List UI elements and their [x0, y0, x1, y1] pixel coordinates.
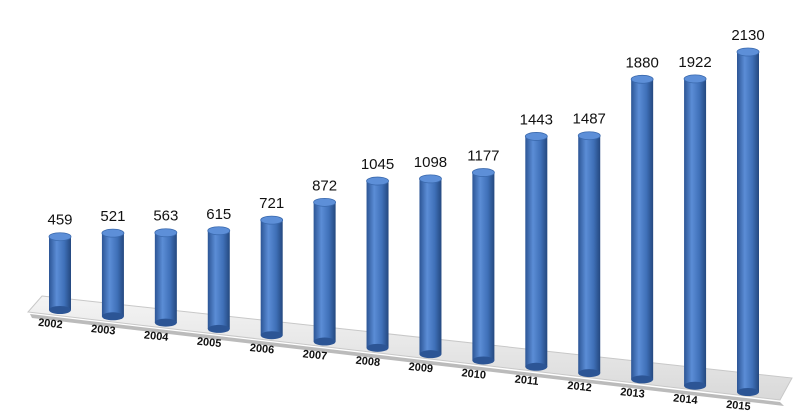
bar-cap [524, 132, 548, 141]
bar [578, 135, 601, 374]
x-tick-label: 2004 [143, 329, 169, 344]
bar [366, 181, 389, 348]
x-tick-label: 2013 [620, 386, 646, 400]
x-tick-label: 2008 [355, 355, 381, 369]
value-label: 459 [47, 212, 72, 229]
bar-cap [313, 197, 337, 207]
x-tick-label: 2014 [673, 392, 699, 407]
bar [684, 78, 707, 386]
value-label: 615 [206, 206, 231, 223]
x-tick-label: 2009 [408, 361, 434, 375]
floor-shadow [30, 314, 784, 406]
bar-base [154, 318, 177, 327]
bar [207, 230, 230, 329]
bar [101, 233, 124, 317]
bar-cap [366, 176, 389, 186]
bar-base [313, 337, 336, 346]
value-label: 1177 [467, 148, 499, 165]
bar-base [101, 312, 124, 321]
bar [260, 220, 283, 336]
value-label: 1443 [520, 111, 553, 128]
value-label: 2130 [731, 27, 764, 44]
bar-cap [101, 228, 125, 238]
bar-base [525, 362, 548, 371]
bars: 459 2002 521 2003 563 2004 615 2005 721 2006 872 20… [38, 27, 765, 413]
bar-cap [260, 215, 284, 225]
bar [49, 236, 71, 310]
bar-cap [577, 131, 601, 141]
bar [631, 79, 654, 380]
bar-cap [630, 74, 654, 84]
bar-cap [683, 74, 707, 84]
bar-base [207, 324, 230, 333]
x-tick-label: 2012 [567, 380, 593, 394]
bar [313, 202, 336, 342]
value-label: 1487 [573, 111, 606, 128]
bar [154, 232, 177, 323]
bar-base [260, 331, 283, 340]
bar-base [631, 375, 654, 384]
value-label: 563 [153, 208, 178, 225]
bar [525, 136, 548, 367]
x-tick-label: 2003 [90, 323, 116, 337]
value-label: 1922 [678, 54, 711, 71]
value-label: 1098 [414, 154, 447, 171]
bar-cap [207, 226, 231, 236]
value-label: 872 [312, 177, 337, 194]
floor [26, 295, 793, 401]
bar-base [419, 350, 442, 359]
value-label: 521 [100, 208, 125, 225]
x-tick-label: 2006 [249, 342, 275, 356]
x-tick-label: 2005 [196, 336, 222, 350]
bar-base [578, 369, 601, 378]
x-tick-label: 2011 [514, 374, 539, 388]
value-label: 721 [259, 195, 284, 212]
bar-base [737, 388, 759, 396]
bar-base [684, 381, 707, 390]
bar-base [472, 356, 495, 365]
bar [419, 178, 442, 355]
bar-base [49, 306, 71, 314]
bar-cap [736, 47, 760, 57]
x-tick-label: 2002 [38, 317, 64, 331]
x-tick-label: 2007 [302, 348, 328, 362]
bar [737, 52, 759, 392]
bar-cap [471, 168, 495, 177]
bar-base [366, 343, 389, 352]
bar-cap [154, 228, 178, 238]
bar-cap [48, 232, 72, 242]
value-label: 1880 [625, 54, 658, 71]
x-tick-label: 2010 [461, 367, 487, 381]
x-tick-label: 2015 [726, 399, 752, 413]
value-label: 1045 [361, 156, 394, 173]
bar [472, 172, 495, 361]
bar-cap [419, 174, 442, 184]
